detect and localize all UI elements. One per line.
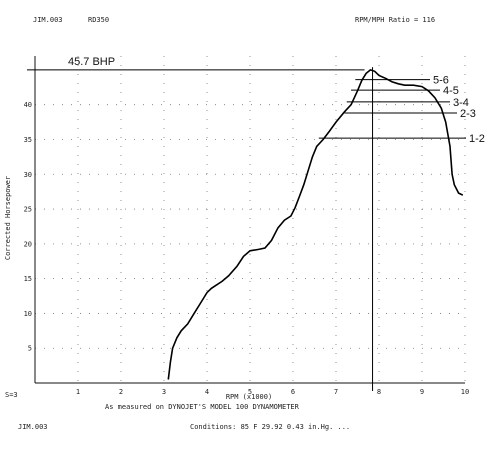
y-tick-labels: 5 10 15 20 25 30 35 40 [24,101,32,353]
x-tick-label: 7 [334,388,338,396]
y-tick-label: 15 [24,275,32,283]
y-axis-label: Corrected Horsepower [4,176,12,260]
footer-file: JIM.003 [18,423,48,431]
plot-area [35,56,465,383]
header-model: RD350 [88,16,110,24]
y-tick-label: 20 [24,240,32,248]
gear-shift-label: 2-3 [460,108,476,120]
x-tick-label: 4 [205,388,209,396]
x-tick-label: 2 [119,388,123,396]
y-tick-label: 35 [24,136,32,144]
y-tick-label: 25 [24,206,32,214]
y-tick-label: 10 [24,310,32,318]
x-tick-label: 5 [248,388,252,396]
x-tick-label: 9 [420,388,424,396]
x-axis-label: RPM (x1000) [226,393,272,401]
x-tick-label: 10 [461,388,469,396]
gear-shift-label: 5-6 [433,75,449,87]
chart-grid [35,56,466,383]
y-tick-label: 30 [24,171,32,179]
x-tick-label: 3 [162,388,166,396]
gear-shift-label: 4-5 [443,85,459,97]
peak-hp-label: 45.7 BHP [68,56,115,68]
header-ratio: RPM/MPH Ratio = 116 [355,16,436,24]
measured-note: As measured on DYNOJET'S MODEL 100 DYNAM… [105,403,299,411]
horsepower-curve [167,69,464,380]
y-tick-label: 40 [24,101,32,109]
x-tick-label: 1 [76,388,80,396]
y-tick-label: 5 [28,345,32,353]
gear-shift-label: 1-2 [469,133,485,145]
x-tick-labels: 1 2 3 4 5 6 7 8 9 10 [76,388,469,396]
scale-label: S=3 [5,391,18,399]
header-left-code: JIM.003 [33,16,63,24]
chart-annotations: 45.7 BHP 5-64-53-42-3 1-2 [27,56,485,391]
footer-conditions: Conditions: 85 F 29.92 0.43 in.Hg. ... [190,423,351,431]
x-tick-label: 6 [291,388,295,396]
gear-shift-label: 3-4 [453,97,469,109]
x-tick-label: 8 [377,388,381,396]
